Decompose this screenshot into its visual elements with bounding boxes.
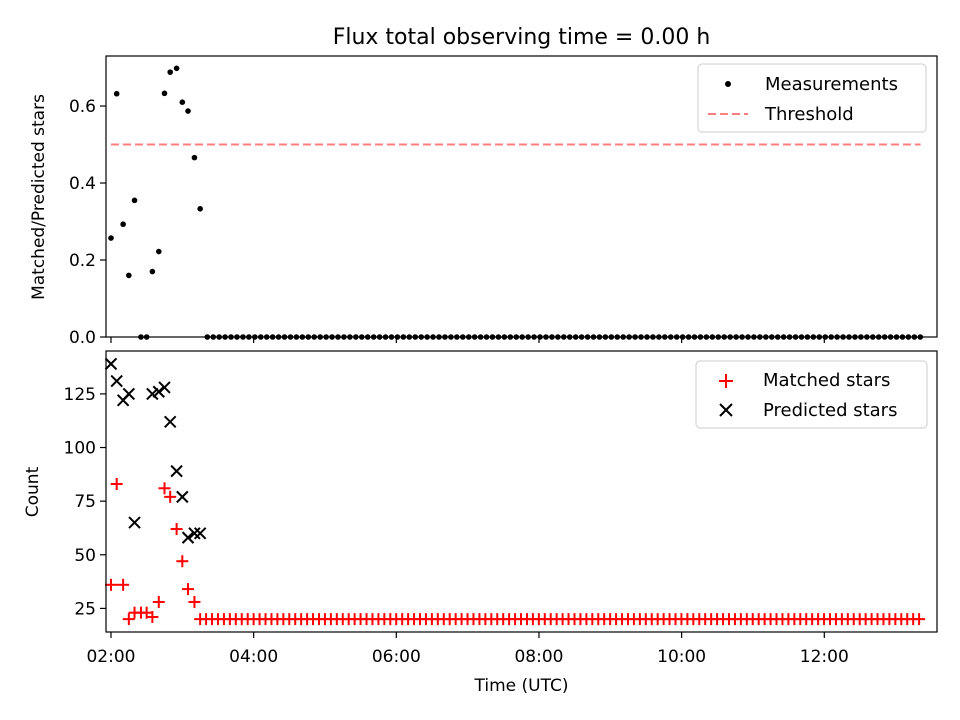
bottom-legend: Matched stars Predicted stars	[695, 360, 928, 429]
predicted-star-point	[163, 415, 177, 428]
top-y-tick-label: 0.0	[69, 328, 96, 348]
bottom-x-axis: 02:00 04:00 06:00 08:00 10:00 12:00	[86, 632, 849, 667]
measurement-point	[126, 272, 132, 279]
bottom-legend-box	[695, 360, 928, 429]
matched-star-point	[122, 613, 135, 626]
predicted-star-point	[188, 527, 201, 540]
top-panel: 0.0 0.2 0.4 0.6 Matched/Predicted stars Mea…	[29, 55, 938, 348]
top-y-tick-label: 0.6	[69, 97, 96, 117]
bottom-panel: 25 50 75 100 125 02:00 04:00 06:00 08:00 10:00 12…	[23, 350, 938, 696]
bottom-y-axis-label: Count	[23, 466, 43, 517]
predicted-star-point	[170, 464, 183, 478]
legend-measurements-label: Measurements	[765, 74, 898, 95]
legend-matched-marker	[719, 374, 733, 388]
measurement-point	[149, 268, 156, 275]
bottom-y-tick-label: 100	[64, 439, 96, 459]
measurement-point	[179, 99, 186, 105]
matched-star-point	[146, 610, 159, 623]
predicted-star-point	[128, 516, 141, 529]
measurement-point	[131, 197, 138, 204]
top-y-tick-label: 0.2	[69, 251, 96, 271]
top-y-axis: 0.0 0.2 0.4 0.6	[69, 97, 106, 348]
bottom-y-tick-label: 50	[74, 546, 96, 566]
x-tick-label: 02:00	[86, 647, 135, 667]
measurement-point	[191, 154, 198, 161]
matched-star-point	[117, 578, 130, 591]
matched-star-point	[164, 490, 177, 503]
measurement-point	[108, 235, 114, 241]
bottom-y-axis: 25 50 75 100 125	[64, 385, 106, 619]
x-tick-label: 10:00	[657, 647, 706, 667]
matched-star-point	[913, 613, 926, 626]
measurement-point	[185, 108, 191, 114]
x-axis-label: Time (UTC)	[474, 676, 569, 696]
matched-star-point	[152, 595, 165, 608]
measurement-point	[155, 248, 162, 255]
chart-title: Flux total observing time = 0.00 h	[333, 25, 711, 50]
top-legend-box	[697, 63, 927, 133]
top-x-axis	[110, 337, 825, 343]
predicted-star-point	[104, 357, 118, 371]
predicted-stars-points	[104, 357, 207, 544]
matched-star-point	[158, 482, 171, 495]
matched-star-point	[110, 477, 123, 490]
x-tick-label: 12:00	[800, 647, 849, 667]
x-tick-label: 04:00	[229, 647, 278, 667]
legend-predicted-marker	[719, 403, 733, 417]
matched-star-point	[176, 555, 189, 568]
predicted-star-point	[193, 527, 207, 540]
matched-star-point	[170, 523, 183, 536]
predicted-star-point	[181, 531, 195, 544]
bottom-y-tick-label: 75	[74, 492, 96, 512]
measurement-point	[161, 90, 168, 97]
matched-star-point	[188, 595, 201, 608]
predicted-star-point	[122, 387, 136, 401]
predicted-star-point	[110, 374, 123, 388]
bottom-axes-frame	[105, 350, 938, 633]
x-tick-label: 08:00	[514, 647, 563, 667]
top-axes-frame	[105, 55, 938, 338]
legend-matched-label: Matched stars	[763, 370, 890, 391]
measurement-point	[120, 221, 126, 228]
measurement-point	[197, 206, 203, 212]
bottom-y-tick-label: 125	[64, 385, 96, 405]
measurement-point	[113, 90, 120, 97]
measurement-point	[173, 65, 180, 72]
matched-stars-points	[104, 477, 926, 626]
predicted-star-point	[158, 381, 171, 394]
matched-star-point	[182, 583, 195, 596]
legend-threshold-label: Threshold	[764, 104, 854, 125]
top-y-axis-label: Matched/Predicted stars	[29, 94, 49, 300]
x-tick-label: 06:00	[372, 647, 421, 667]
legend-predicted-label: Predicted stars	[763, 400, 897, 421]
legend-measurements-marker	[725, 81, 731, 87]
predicted-star-point	[152, 385, 165, 398]
bottom-y-tick-label: 25	[74, 599, 96, 619]
measurement-point	[167, 69, 173, 75]
predicted-star-point	[176, 490, 189, 504]
matched-star-point	[104, 578, 117, 591]
top-y-tick-label: 0.4	[69, 174, 96, 194]
top-legend: Measurements Threshold	[697, 63, 927, 133]
